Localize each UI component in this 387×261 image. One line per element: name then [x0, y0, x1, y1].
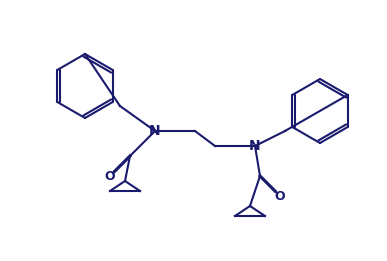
Text: O: O — [105, 169, 115, 182]
Text: N: N — [149, 124, 161, 138]
Text: N: N — [249, 139, 261, 153]
Text: O: O — [275, 189, 285, 203]
